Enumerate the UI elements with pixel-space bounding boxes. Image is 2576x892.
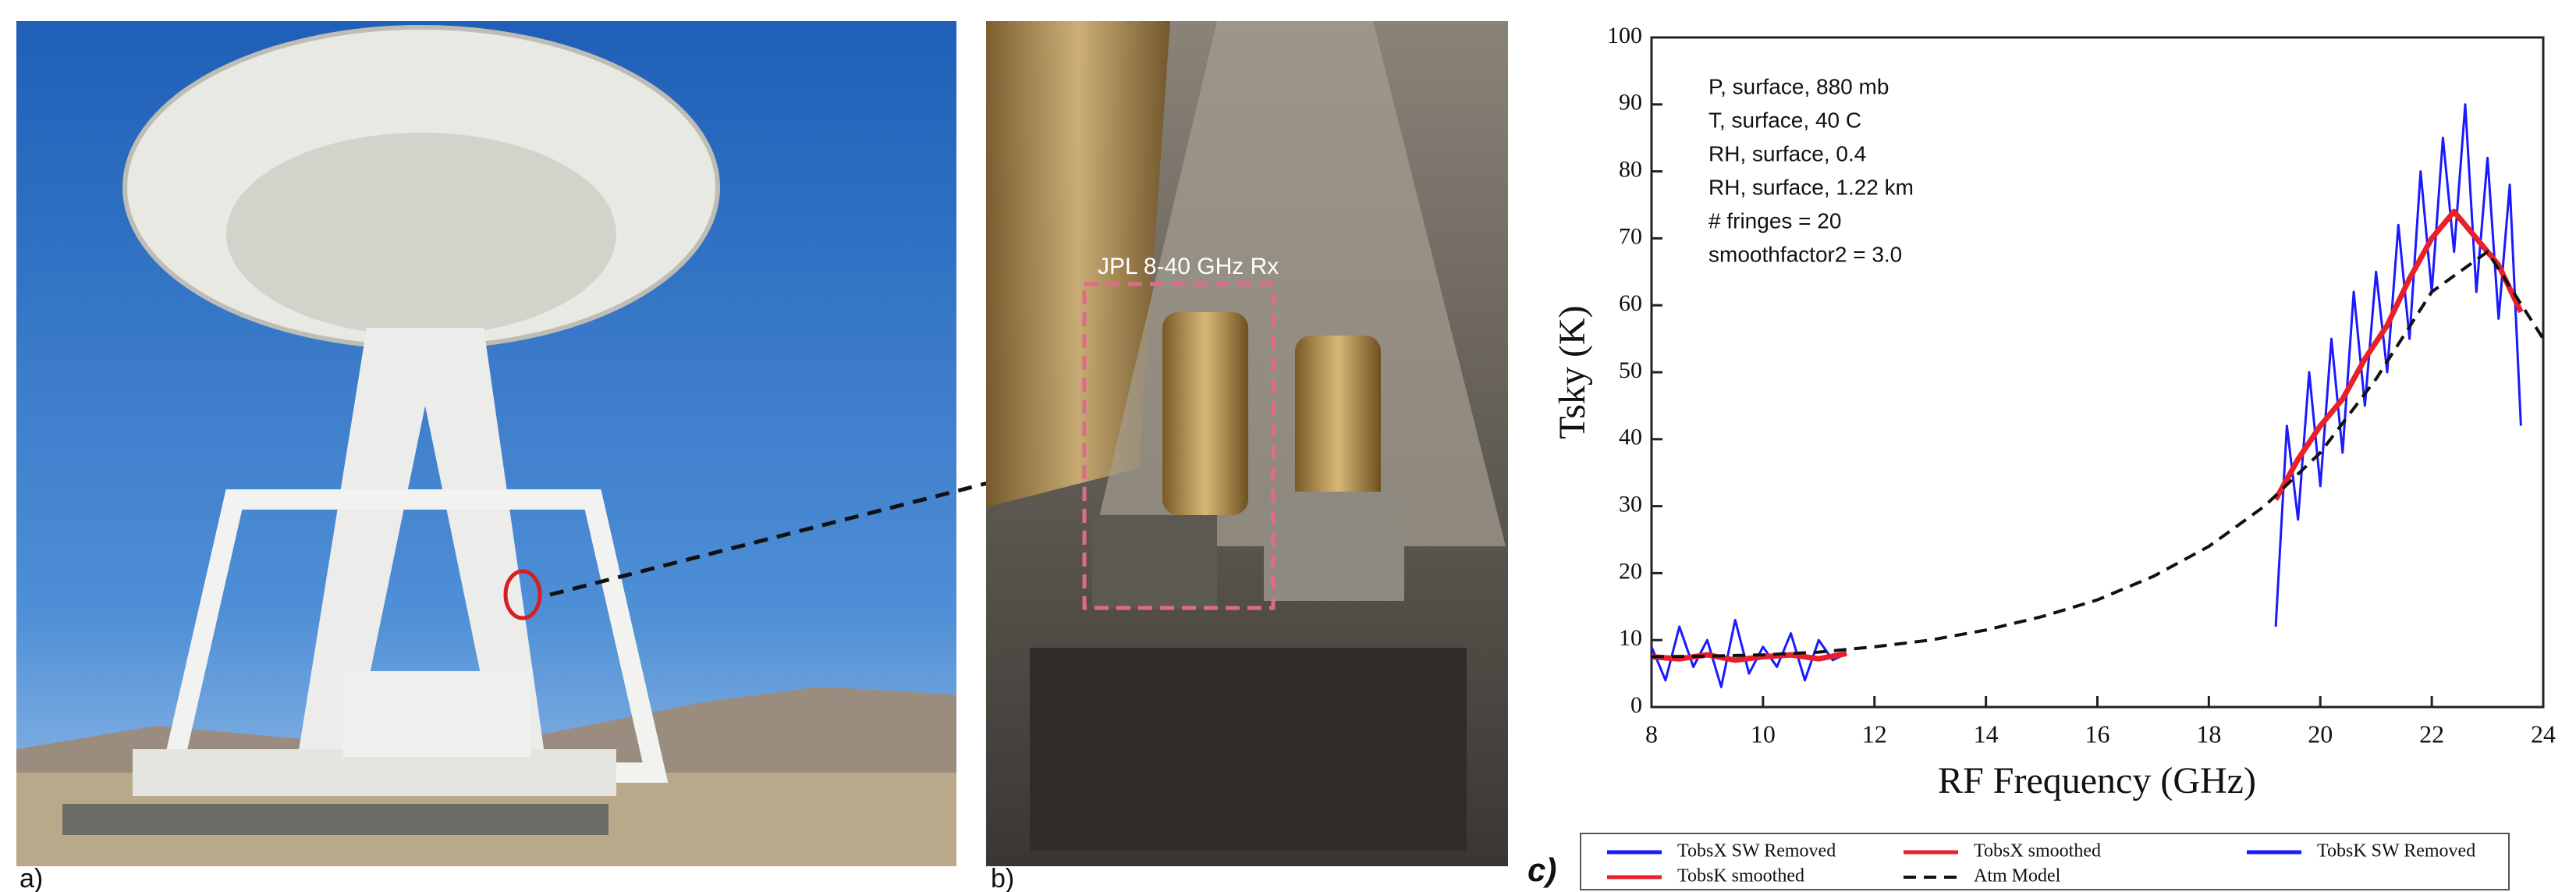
photo-label: JPL 8-40 GHz Rx bbox=[1098, 254, 1279, 279]
legend-box bbox=[1580, 833, 2510, 890]
plot-frame bbox=[1650, 36, 2545, 709]
series-line bbox=[2273, 208, 2524, 501]
annotation: RH, surface, 1.22 km bbox=[1708, 175, 1914, 199]
x-tick-label: 8 bbox=[1645, 720, 1658, 748]
x-tick-label: 14 bbox=[1974, 720, 1999, 748]
x-tick-label: 24 bbox=[2531, 720, 2556, 748]
x-tick-label: 16 bbox=[2085, 720, 2110, 748]
annotation: smoothfactor2 = 3.0 bbox=[1708, 242, 1902, 266]
y-tick-label: 40 bbox=[1619, 425, 1642, 450]
annotation: RH, surface, 0.4 bbox=[1708, 141, 1866, 165]
y-tick-label: 60 bbox=[1619, 290, 1642, 316]
x-tick-label: 20 bbox=[2308, 720, 2333, 748]
y-tick-label: 70 bbox=[1619, 223, 1642, 249]
x-tick-label: 18 bbox=[2196, 720, 2221, 748]
y-tick-label: 90 bbox=[1619, 90, 1642, 115]
annotation: T, surface, 40 C bbox=[1708, 108, 1861, 132]
series-line bbox=[2274, 103, 2522, 627]
y-tick-label: 100 bbox=[1607, 23, 1642, 48]
x-tick-label: 22 bbox=[2419, 720, 2444, 748]
y-tick-label: 20 bbox=[1619, 558, 1642, 584]
legend-label: TobsX SW Removed bbox=[1677, 841, 1836, 862]
y-tick-label: 0 bbox=[1630, 692, 1642, 718]
x-tick-label: 10 bbox=[1751, 720, 1776, 748]
legend-label: TobsK SW Removed bbox=[2317, 841, 2475, 862]
legend-label: Atm Model bbox=[1974, 866, 2061, 887]
y-tick-label: 10 bbox=[1619, 625, 1642, 651]
annotation: P, surface, 880 mb bbox=[1708, 74, 1889, 98]
photo-b: JPL 8-40 GHz Rx bbox=[986, 21, 1508, 866]
x-axis-label: RF Frequency (GHz) bbox=[1938, 760, 2256, 801]
y-tick-label: 30 bbox=[1619, 491, 1642, 517]
y-tick-label: 80 bbox=[1619, 156, 1642, 182]
x-tick-label: 12 bbox=[1862, 720, 1887, 748]
panel-label: b) bbox=[991, 864, 1014, 892]
y-axis-label: Tsky (K) bbox=[1552, 305, 1593, 439]
y-tick-label: 50 bbox=[1619, 357, 1642, 383]
legend-label: TobsK smoothed bbox=[1677, 866, 1804, 887]
legend-label: TobsX smoothed bbox=[1974, 841, 2101, 862]
series-line bbox=[1651, 650, 1847, 663]
series-line bbox=[1651, 250, 2545, 659]
panel-label: a) bbox=[20, 864, 43, 892]
panel-label: c) bbox=[1528, 851, 1556, 888]
photo-a bbox=[16, 21, 995, 866]
annotation: # fringes = 20 bbox=[1708, 208, 1841, 233]
